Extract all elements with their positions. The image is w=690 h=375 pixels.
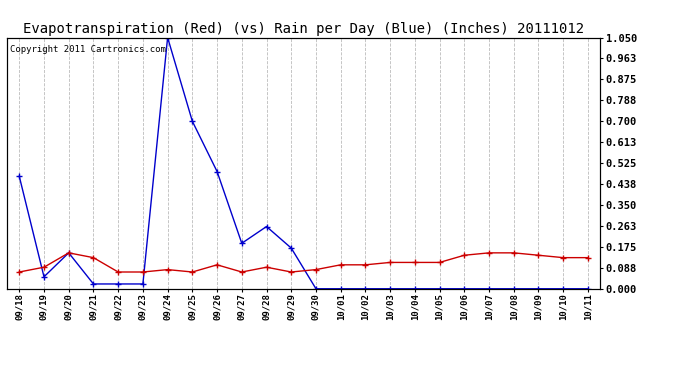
Text: Copyright 2011 Cartronics.com: Copyright 2011 Cartronics.com [10, 45, 166, 54]
Title: Evapotranspiration (Red) (vs) Rain per Day (Blue) (Inches) 20111012: Evapotranspiration (Red) (vs) Rain per D… [23, 22, 584, 36]
